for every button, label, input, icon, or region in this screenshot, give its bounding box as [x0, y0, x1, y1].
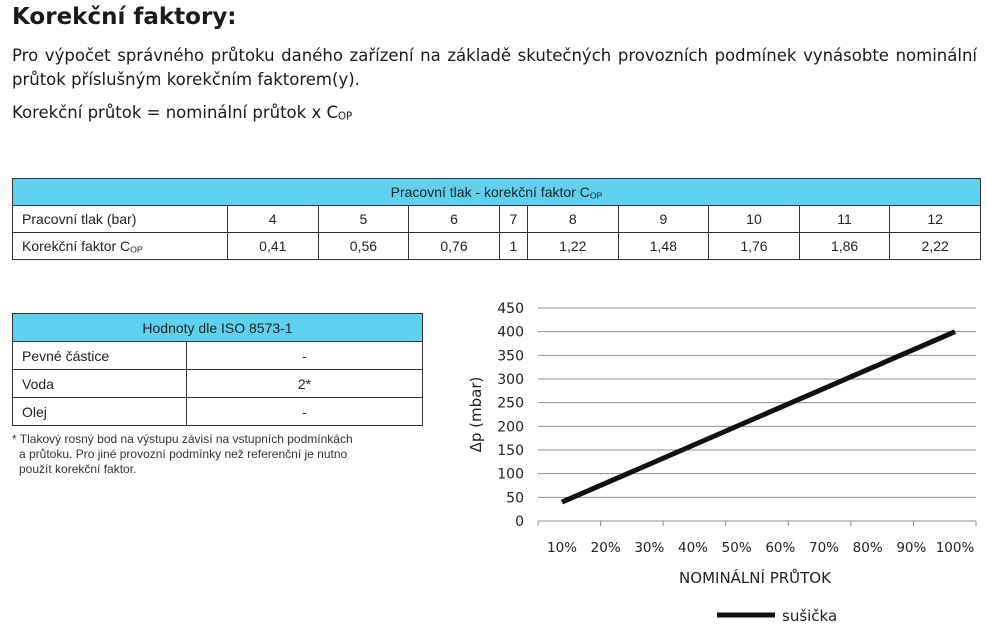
pressure-cell: 12	[889, 205, 981, 233]
factor-cell: 0,56	[317, 232, 410, 260]
factor-cell: 1,48	[617, 232, 710, 260]
factor-cell: 1,22	[526, 232, 619, 260]
factor-row: Korekční faktor COP 0,41 0,56 0,76 1 1,22 1,4…	[12, 232, 981, 260]
y-tick-label: 100	[497, 467, 524, 483]
x-tick-label: 90%	[896, 540, 926, 556]
pressure-table-header-row: Pracovní tlak - korekční faktor COP	[12, 178, 981, 206]
pressure-cell: 9	[617, 205, 710, 233]
pressure-row: Pracovní tlak (bar) 4 5 6 7 8 9 10 11 12	[12, 205, 981, 233]
x-tick-label: 100%	[936, 540, 975, 556]
y-tick-label: 400	[497, 325, 524, 341]
x-tick-label: 70%	[809, 540, 839, 556]
y-tick-label: 450	[497, 301, 524, 317]
factor-row-label: Korekční faktor COP	[12, 232, 228, 260]
x-tick-label: 60%	[765, 540, 795, 556]
iso-row-label: Voda	[12, 369, 187, 398]
x-tick-label: 80%	[853, 540, 883, 556]
pressure-cell: 5	[317, 205, 410, 233]
pressure-cell: 4	[227, 205, 319, 233]
y-tick-label: 200	[497, 419, 524, 435]
iso-row-value: 2*	[186, 369, 423, 398]
pressure-row-label: Pracovní tlak (bar)	[12, 205, 228, 233]
iso-row-label: Pevné částice	[12, 341, 187, 370]
pressure-cell: 8	[526, 205, 619, 233]
iso-table-title: Hodnoty dle ISO 8573-1	[12, 313, 423, 342]
iso-table-row: Olej -	[12, 397, 423, 426]
footnote-line: * Tlakový rosný bod na výstupu závisí na…	[12, 432, 353, 446]
factor-cell: 1	[498, 232, 528, 260]
iso-table-row: Pevné částice -	[12, 341, 423, 370]
y-tick-label: 50	[506, 490, 524, 506]
pressure-cell: 6	[408, 205, 500, 233]
x-tick-label: 10%	[547, 540, 577, 556]
footnote: * Tlakový rosný bod na výstupu závisí na…	[12, 432, 424, 477]
factor-cell: 1,76	[708, 232, 800, 260]
iso-row-value: -	[186, 397, 423, 426]
formula-text: Korekční průtok = nominální průtok x C	[12, 103, 338, 122]
pressure-cell: 10	[708, 205, 800, 233]
x-tick-label: 50%	[722, 540, 752, 556]
iso-row-value: -	[186, 341, 423, 370]
y-tick-label: 300	[497, 372, 524, 388]
pressure-cell: 7	[498, 205, 528, 233]
footnote-line: použít korekční faktor.	[19, 462, 137, 476]
legend-label: sušička	[782, 607, 837, 625]
y-axis-title: Δp (mbar)	[467, 377, 485, 453]
iso-table-row: Voda 2*	[12, 369, 423, 398]
formula-sub: OP	[338, 111, 353, 123]
pressure-cell: 11	[798, 205, 891, 233]
factor-cell: 2,22	[889, 232, 981, 260]
iso-values-table: Hodnoty dle ISO 8573-1 Pevné částice - Vod…	[12, 313, 423, 426]
x-axis-title: NOMINÁLNÍ PRŮTOK	[679, 568, 832, 587]
series-line	[561, 329, 956, 505]
factor-cell: 0,76	[408, 232, 500, 260]
x-tick-label: 40%	[678, 540, 708, 556]
y-tick-label: 150	[497, 443, 524, 459]
iso-row-label: Olej	[12, 397, 187, 426]
footnote-line: a průtoku. Pro jiné provozní podmínky ne…	[19, 447, 348, 461]
iso-table-header-row: Hodnoty dle ISO 8573-1	[12, 313, 423, 342]
factor-cell: 0,41	[227, 232, 319, 260]
pressure-drop-chart: 0 50 100 150 200 250 300 350 400 450 10% 20% 30% 40% 5…	[467, 301, 977, 625]
pressure-table-title: Pracovní tlak - korekční faktor COP	[12, 178, 981, 206]
intro-paragraph: Pro výpočet správného průtoku daného zař…	[12, 46, 977, 89]
x-tick-label: 30%	[634, 540, 664, 556]
y-tick-label: 350	[497, 348, 524, 364]
factor-cell: 1,86	[798, 232, 891, 260]
pressure-correction-table: Pracovní tlak - korekční faktor COP Prac…	[12, 178, 981, 260]
y-tick-label: 250	[497, 396, 524, 412]
x-tick-label: 20%	[591, 540, 621, 556]
y-tick-label: 0	[515, 514, 524, 530]
formula: Korekční průtok = nominální průtok x COP	[12, 103, 352, 123]
page-heading: Korekční faktory:	[12, 4, 237, 30]
